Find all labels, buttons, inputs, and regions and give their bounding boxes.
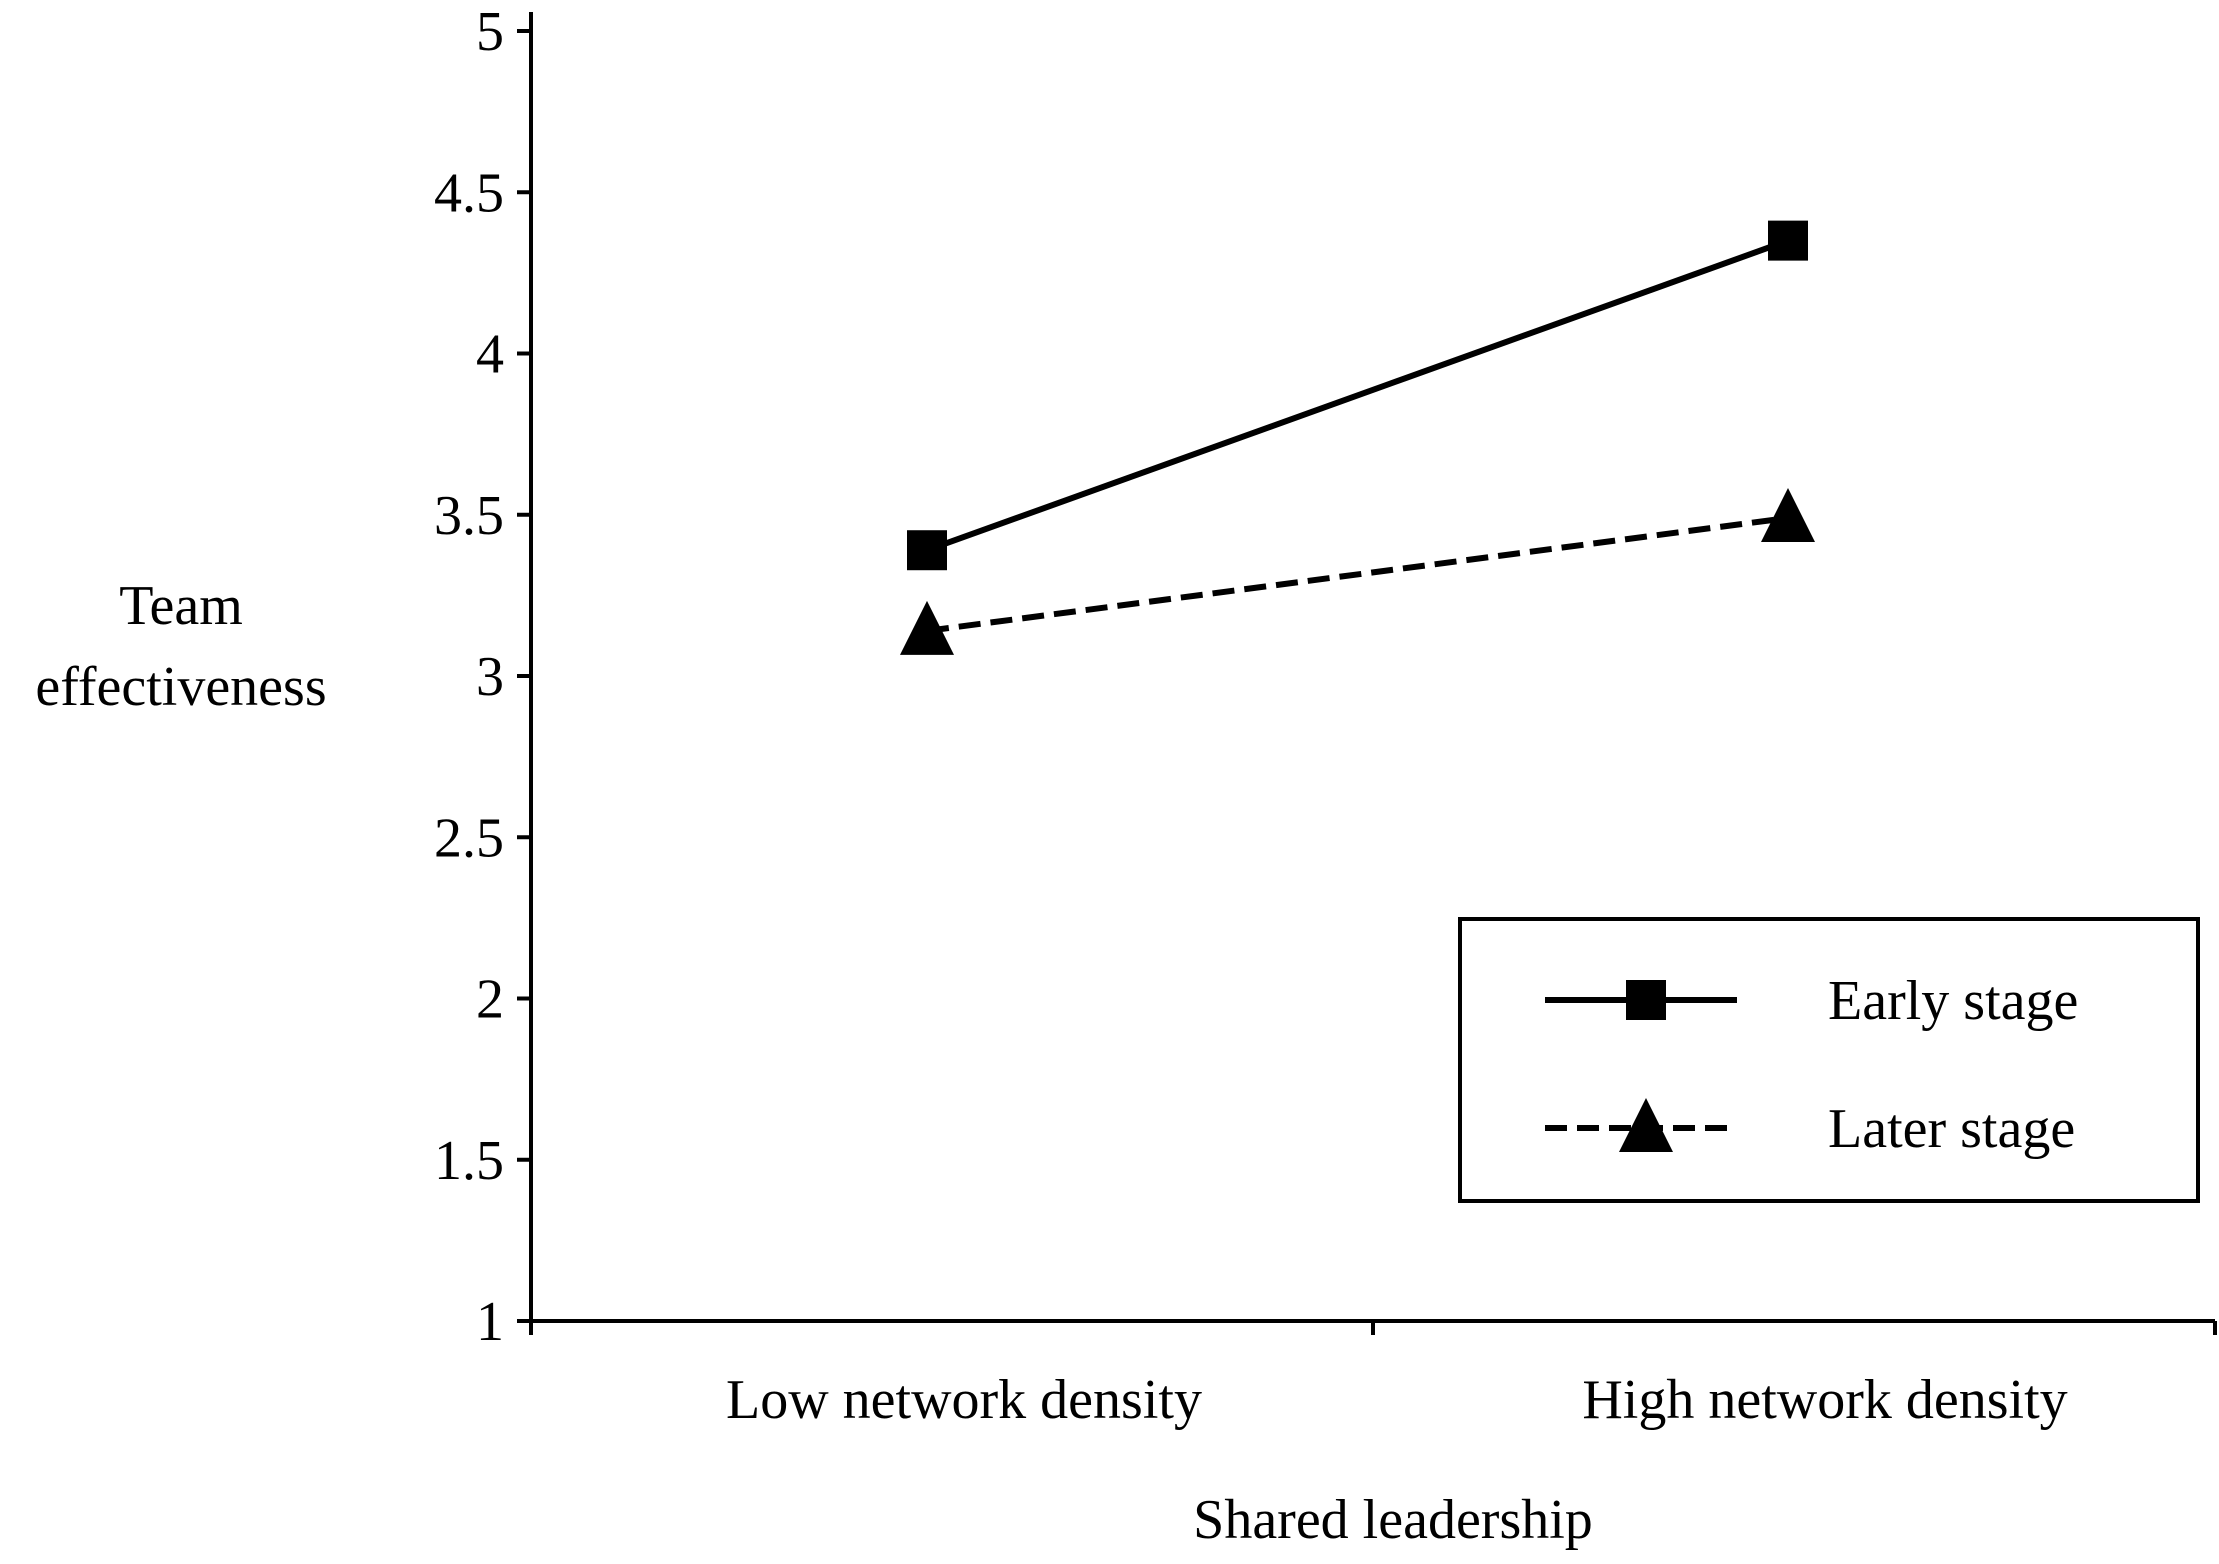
data-point-triangle: [1761, 487, 1815, 542]
data-point-square: [907, 530, 947, 571]
legend-item: Early stage: [1545, 970, 2078, 1032]
y-tick-label: 1: [476, 1291, 504, 1353]
legend-marker-square: [1626, 980, 1666, 1020]
series-early-stage: [907, 220, 1808, 571]
y-ticks: 1 1.5 2 2.5 3 3.5 4 4.5 5: [434, 1, 531, 1353]
y-axis-label-line-1: Team: [119, 575, 243, 637]
series: [900, 220, 1815, 655]
x-tick-label: High network density: [1582, 1369, 2067, 1431]
y-tick-label: 3: [476, 646, 504, 708]
y-tick-label: 5: [476, 1, 504, 63]
series-later-stage: [900, 487, 1815, 655]
data-point-square: [1768, 220, 1808, 261]
series-line: [926, 515, 1789, 634]
y-tick-label: 3.5: [434, 485, 504, 547]
legend-label: Early stage: [1828, 970, 2078, 1032]
legend-label: Later stage: [1828, 1098, 2075, 1160]
legend-box: [1458, 917, 2200, 1203]
x-ticks: Low network density High network density: [529, 1321, 2217, 1431]
y-tick-label: 2: [476, 969, 504, 1031]
y-tick-label: 4.5: [434, 162, 504, 224]
y-tick-label: 1.5: [434, 1130, 504, 1192]
y-tick-label: 4: [476, 324, 504, 386]
x-tick-label: Low network density: [726, 1369, 1202, 1431]
legend-marker-triangle: [1619, 1098, 1673, 1152]
y-tick-label: 2.5: [434, 807, 504, 869]
data-point-triangle: [900, 600, 954, 655]
x-axis-label: Shared leadership: [1193, 1489, 1593, 1551]
legend-item: Later stage: [1545, 1098, 2075, 1160]
legend: Early stage Later stage: [1458, 917, 2200, 1203]
series-line: [925, 237, 1790, 554]
y-axis-label-line-2: effectiveness: [35, 656, 326, 718]
